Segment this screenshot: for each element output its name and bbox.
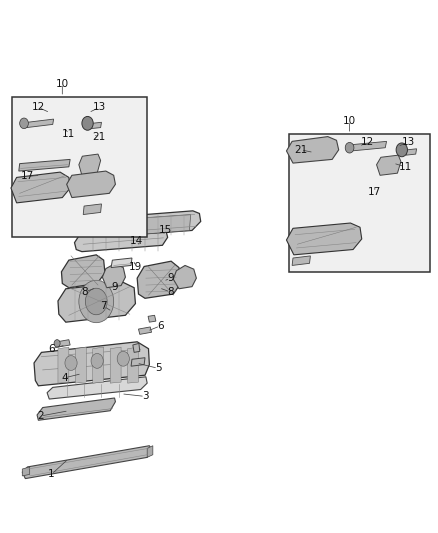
Polygon shape (34, 342, 149, 386)
Polygon shape (19, 159, 70, 171)
Text: 7: 7 (100, 301, 107, 311)
Polygon shape (110, 211, 201, 236)
Text: 21: 21 (93, 132, 106, 142)
Text: 1: 1 (48, 470, 55, 479)
Polygon shape (377, 155, 401, 175)
Text: 11: 11 (62, 129, 75, 139)
Polygon shape (93, 347, 104, 383)
Text: 21: 21 (294, 145, 307, 155)
Circle shape (79, 280, 114, 322)
Text: 6: 6 (48, 344, 55, 354)
Polygon shape (138, 327, 152, 334)
Text: 17: 17 (368, 187, 381, 197)
Circle shape (396, 143, 407, 157)
Polygon shape (74, 228, 168, 252)
Polygon shape (61, 255, 105, 288)
Polygon shape (58, 347, 69, 383)
Text: 5: 5 (155, 364, 161, 373)
Polygon shape (22, 446, 152, 479)
Text: 12: 12 (360, 137, 374, 147)
Polygon shape (79, 154, 101, 175)
Text: 10: 10 (56, 78, 69, 88)
Text: 12: 12 (32, 102, 45, 112)
Text: 9: 9 (167, 273, 173, 283)
Circle shape (91, 353, 103, 368)
Text: 14: 14 (130, 236, 143, 246)
Text: 9: 9 (111, 281, 118, 292)
Text: 13: 13 (402, 137, 415, 147)
Bar (12, 97, 147, 237)
Polygon shape (292, 256, 311, 265)
Polygon shape (91, 122, 102, 128)
Polygon shape (27, 119, 53, 127)
Polygon shape (37, 398, 116, 420)
Circle shape (345, 142, 354, 153)
Polygon shape (148, 316, 156, 322)
Text: 2: 2 (37, 411, 44, 421)
Polygon shape (136, 215, 191, 235)
Polygon shape (147, 446, 153, 457)
Polygon shape (137, 261, 181, 298)
Polygon shape (75, 347, 86, 383)
Circle shape (20, 118, 28, 128)
Text: 6: 6 (157, 321, 163, 331)
Polygon shape (67, 171, 116, 198)
Polygon shape (58, 282, 135, 322)
Polygon shape (286, 223, 362, 255)
Circle shape (54, 340, 60, 347)
Text: 17: 17 (21, 172, 34, 181)
Polygon shape (83, 204, 102, 215)
Polygon shape (131, 358, 145, 366)
Text: 8: 8 (81, 287, 88, 297)
Circle shape (85, 288, 107, 315)
Text: 19: 19 (129, 262, 142, 271)
Polygon shape (11, 172, 70, 203)
Polygon shape (352, 141, 387, 151)
Polygon shape (111, 258, 132, 268)
Circle shape (65, 356, 77, 370)
Text: 10: 10 (343, 116, 356, 126)
Text: 3: 3 (142, 391, 148, 401)
Polygon shape (57, 340, 70, 347)
Polygon shape (133, 343, 140, 352)
Polygon shape (110, 347, 121, 383)
Text: 4: 4 (61, 373, 68, 383)
Polygon shape (127, 347, 138, 383)
Polygon shape (47, 377, 147, 399)
Polygon shape (102, 264, 125, 288)
Text: 8: 8 (167, 287, 173, 297)
Polygon shape (22, 467, 30, 476)
Circle shape (82, 116, 93, 130)
Bar (289, 134, 430, 272)
Polygon shape (286, 136, 339, 163)
Polygon shape (406, 149, 417, 155)
Circle shape (117, 351, 129, 366)
Text: 13: 13 (93, 102, 106, 112)
Polygon shape (173, 265, 196, 289)
Text: 15: 15 (159, 225, 173, 236)
Text: 11: 11 (399, 162, 412, 172)
